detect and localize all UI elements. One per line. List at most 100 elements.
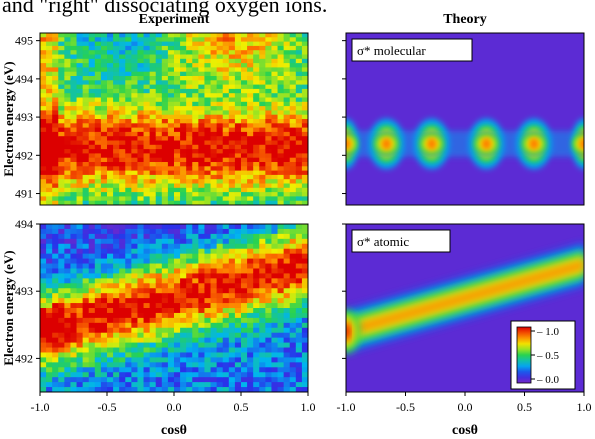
heatmap-cell [180, 196, 187, 202]
heatmap-cell [40, 101, 47, 107]
heatmap-cell [46, 322, 53, 329]
band-stripe [346, 259, 584, 337]
heatmap-cell [119, 106, 126, 111]
heatmap-cell [174, 298, 181, 304]
heatmap-cell [100, 119, 108, 124]
heatmap-cell [70, 377, 78, 383]
heatmap-cell [149, 149, 157, 154]
heatmap-cell [113, 33, 120, 38]
heatmap-cell [94, 157, 102, 163]
heatmap-cell [88, 45, 96, 51]
heatmap-cell [113, 37, 120, 43]
heatmap-cell [107, 88, 114, 94]
heatmap-cell [271, 67, 279, 73]
heatmap-cell [247, 136, 254, 142]
heatmap-cell [143, 317, 151, 324]
heatmap-cell [271, 37, 279, 43]
heatmap-cell [76, 192, 84, 197]
heatmap-cell [82, 71, 90, 77]
heatmap-cell [113, 110, 120, 116]
x-tick-label: -0.5 [98, 400, 117, 414]
heatmap-cell [228, 303, 236, 309]
heatmap-cell [283, 243, 291, 250]
heatmap-cell [94, 248, 102, 255]
heatmap-cell [265, 37, 273, 43]
heatmap-cell [161, 131, 169, 137]
heatmap-cell [192, 243, 199, 250]
heatmap-cell [289, 367, 297, 373]
panel-frame [39, 32, 309, 206]
heatmap-cell [204, 84, 212, 90]
heatmap-cell [137, 308, 145, 314]
heatmap-cell [283, 71, 291, 77]
heatmap-cell [234, 312, 242, 319]
heatmap-cell [247, 93, 254, 99]
heatmap-cell [155, 322, 163, 329]
heatmap-cell [149, 337, 157, 344]
heatmap-cell [216, 283, 224, 289]
heatmap-cell [174, 377, 181, 383]
heatmap-cell [58, 258, 65, 265]
heatmap-cell [222, 119, 230, 124]
heatmap-cell [277, 123, 285, 129]
heatmap-cell [222, 278, 230, 284]
colorbar-tick-label: – 0.0 [536, 374, 560, 386]
heatmap-cell [149, 308, 157, 314]
heatmap-cell [247, 196, 254, 202]
heatmap-cell [88, 347, 96, 354]
heatmap-cell [271, 123, 279, 129]
heatmap-cell [52, 253, 59, 260]
heatmap-cell [167, 248, 175, 255]
heatmap-cell [234, 347, 242, 354]
heatmap-cell [131, 268, 139, 275]
heatmap-cell [119, 162, 126, 167]
heatmap-cell [192, 238, 199, 245]
heatmap-cell [46, 41, 53, 47]
heatmap-cell [295, 157, 303, 163]
heatmap-cell [271, 263, 279, 270]
heatmap-cell [277, 288, 285, 294]
heatmap-cell [100, 200, 108, 205]
heatmap-cell [228, 88, 236, 94]
heatmap-cell [259, 114, 266, 120]
heatmap-cell [88, 224, 96, 230]
heatmap-cell [241, 288, 248, 294]
heatmap-cell [119, 84, 126, 90]
heatmap-cell [125, 114, 132, 120]
heatmap-cell [46, 33, 53, 38]
heatmap-cell [137, 258, 145, 265]
heatmap-cell [241, 136, 248, 142]
heatmap-cell [198, 101, 206, 107]
heatmap-cell [143, 288, 151, 294]
heatmap-cell [228, 37, 236, 43]
heatmap-cell [210, 224, 218, 230]
heatmap-cell [167, 58, 175, 64]
heatmap-cell [119, 367, 126, 373]
heatmap-cell [210, 37, 218, 43]
heatmap-cell [107, 114, 114, 120]
heatmap-cell [52, 293, 59, 299]
colorbar: – 1.0– 0.5– 0.0 [510, 320, 576, 390]
heatmap-cell [82, 278, 90, 284]
heatmap-cell [295, 362, 303, 368]
heatmap-cell [204, 110, 212, 116]
heatmap-cell [58, 37, 65, 43]
heatmap-cell [46, 93, 53, 99]
heatmap-cell [210, 258, 218, 265]
heatmap-cell [76, 119, 84, 124]
heatmap-cell [131, 37, 139, 43]
heatmap-cell [241, 166, 248, 172]
heatmap-cell [76, 131, 84, 137]
heatmap-cell [180, 58, 187, 64]
heatmap-cell [222, 136, 230, 142]
heatmap-cell [76, 106, 84, 111]
heatmap-cell [204, 144, 212, 150]
heatmap-cell [192, 127, 199, 133]
heatmap-cell [277, 196, 285, 202]
heatmap-cell [143, 162, 151, 167]
heatmap-cell [204, 127, 212, 133]
heatmap-cell [253, 162, 260, 167]
heatmap-cell [216, 37, 224, 43]
heatmap-cell [125, 41, 132, 47]
heatmap-cell [277, 268, 285, 275]
